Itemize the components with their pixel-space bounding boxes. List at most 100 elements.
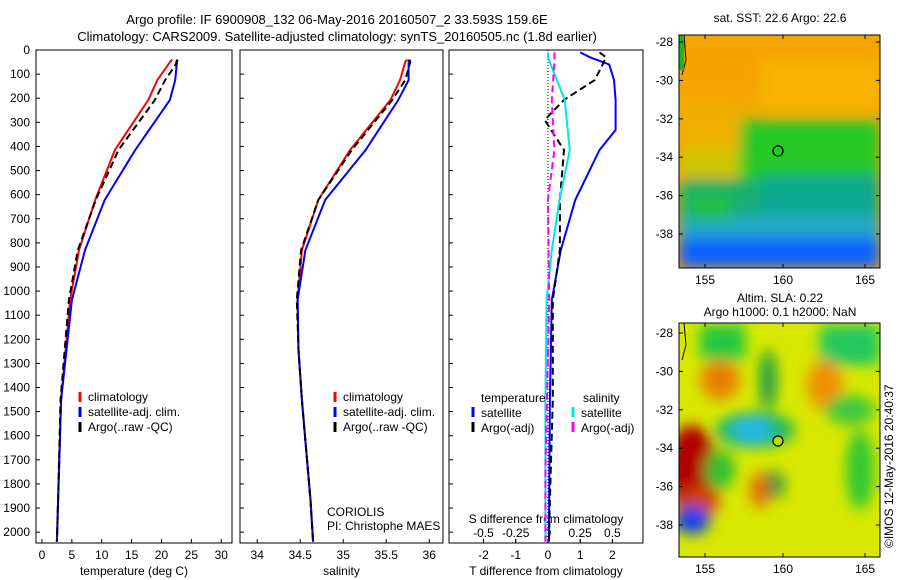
lat-tick-label: -38 [656,518,674,532]
x-axis-label: temperature (deg C) [80,564,188,578]
difference-panel-frame [448,49,644,544]
argo-location-marker [772,435,784,447]
series-line-s-satellite [544,52,571,542]
s-tick-label: 0.5 [604,526,621,540]
y-tick-label: 100 [10,67,30,81]
x-tick-label: 25 [185,548,199,562]
lat-tick-label: -32 [656,403,674,417]
argo-location-marker [772,145,784,157]
y-tick-label: 1600 [3,429,30,443]
lat-tick-label: -36 [656,189,674,203]
legend-label: Argo(-adj) [481,421,534,435]
x-tick-label: 15 [125,548,139,562]
y-tick-label: 1800 [3,477,30,491]
y-tick-label: 700 [10,212,30,226]
lat-tick-label: -34 [656,150,674,164]
x-axis-label: T difference from climatology [469,564,623,578]
lon-tick-label: 155 [695,273,715,287]
pi-annotation: PI: Christophe MAES [327,519,440,533]
sst-map-title: sat. SST: 22.6 Argo: 22.6 [714,11,847,25]
x-tick-label: 5 [69,548,76,562]
lat-tick-label: -30 [656,73,674,87]
y-tick-label: 1900 [3,501,30,515]
series-line-argo-raw-qc- [295,59,412,542]
x-tick-label: 30 [215,548,229,562]
lat-tick-label: -30 [656,364,674,378]
sst-map [678,34,881,269]
series-line-argo-raw-qc- [55,59,178,542]
series-line-climatology [296,59,408,542]
legend-label: climatology [88,390,148,404]
y-tick-label: 500 [10,164,30,178]
series-line-t-argo-adj- [543,51,608,542]
lon-tick-label: 165 [855,562,875,576]
lon-tick-label: 160 [773,273,793,287]
s-tick-label: 0.25 [568,526,592,540]
x-tick-label: 0 [39,548,46,562]
y-tick-label: 800 [10,236,30,250]
y-tick-label: 900 [10,260,30,274]
y-tick-label: 300 [10,115,30,129]
series-line-satellite-adj-clim- [296,59,410,542]
series-line-climatology [55,58,173,542]
x-tick-label: -1 [510,548,521,562]
x-tick-label: 2 [609,548,616,562]
legend-label: climatology [343,390,403,404]
x-tick-label: 36 [423,548,437,562]
legend-header-salinity: salinity [583,391,620,405]
legend-label: satellite-adj. clim. [88,405,180,419]
x-tick-label: 35.5 [375,548,399,562]
legend-label: satellite-adj. clim. [343,405,435,419]
lon-tick-label: 165 [855,273,875,287]
x-tick-label: 0 [545,548,552,562]
y-tick-label: 1100 [4,308,30,322]
y-tick-label: 1000 [3,284,30,298]
lat-tick-label: -36 [656,480,674,494]
imos-timestamp: ©IMOS 12-May-2016 20:40:37 [882,384,896,548]
sla-map-title-2: Argo h1000: 0.1 h2000: NaN [704,305,857,319]
lat-tick-label: -28 [656,326,674,340]
s-tick-label: -0.25 [502,526,530,540]
x-tick-label: -2 [478,548,489,562]
series-line-t-satellite [547,51,617,542]
y-tick-label: 200 [10,91,30,105]
lat-tick-label: -28 [656,35,674,49]
x-tick-label: 35 [337,548,351,562]
sla-map [678,322,881,558]
legend-label: satellite [481,406,522,420]
legend-label: satellite [581,406,622,420]
legend-label: Argo(..raw -QC) [88,420,173,434]
y-tick-label: 0 [23,43,30,57]
series-line-s-argo-adj- [544,52,556,542]
title-line-1: Argo profile: IF 6900908_132 06-May-2016… [126,12,548,27]
series-line-satellite-adj-clim- [55,59,179,542]
y-tick-label: 400 [10,139,30,153]
x-tick-label: 34.5 [289,548,313,562]
y-tick-label: 1200 [3,332,30,346]
title-line-2: Climatology: CARS2009. Satellite-adjuste… [77,29,597,44]
lat-tick-label: -32 [656,112,674,126]
sla-map-title-1: Altim. SLA: 0.22 [737,291,823,305]
x-tick-label: 20 [155,548,169,562]
lon-tick-label: 155 [695,562,715,576]
y-tick-label: 600 [10,188,30,202]
y-tick-label: 1300 [3,356,30,370]
x-tick-label: 34 [251,548,265,562]
salinity-panel-frame [239,49,444,544]
lat-tick-label: -34 [656,441,674,455]
x-tick-label: 1 [577,548,584,562]
y-tick-label: 1500 [3,405,30,419]
y-tick-label: 2000 [3,525,30,539]
lon-tick-label: 160 [773,562,793,576]
legend-header-temperature: temperature [481,391,546,405]
temperature-panel-frame [35,49,233,544]
x-tick-label: 10 [95,548,109,562]
y-tick-label: 1400 [3,381,30,395]
pi-annotation: CORIOLIS [327,505,384,519]
lat-tick-label: -38 [656,227,674,241]
x-axis-label: salinity [323,564,360,578]
s-tick-label: -0.5 [473,526,494,540]
y-tick-label: 1700 [3,453,30,467]
